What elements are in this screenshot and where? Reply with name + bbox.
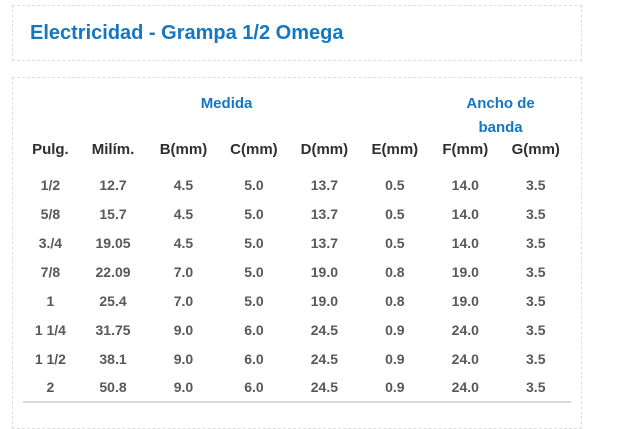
table-cell: 9.0 (173, 321, 194, 338)
table-cell: 12.7 (99, 176, 127, 193)
table-cell: 24.5 (310, 321, 338, 338)
column-header: Milím. (91, 141, 135, 158)
table-cell: 3.5 (526, 234, 546, 251)
column-header: F(mm) (442, 141, 489, 158)
table-cell: 24.5 (310, 350, 338, 367)
table-cell: 3.5 (526, 350, 546, 367)
table-cell: 9.0 (173, 350, 194, 367)
table-cell: 15.7 (99, 205, 127, 222)
table-row: 1/2 12.7 4.5 5.0 13.7 0.5 14.0 3.5 (23, 170, 571, 199)
table-cell: 5.0 (244, 263, 264, 280)
table-cell: 3.5 (526, 321, 546, 338)
table-row: 1 1/4 31.75 9.0 6.0 24.5 0.9 24.0 3.5 (23, 315, 571, 344)
table-cell: 9.0 (173, 379, 194, 395)
table-cell: 3.5 (526, 379, 546, 395)
table-cell: 0.9 (385, 321, 405, 338)
column-header: G(mm) (511, 141, 560, 158)
table-cell: 14.0 (451, 176, 479, 193)
column-header-row: Pulg. Milím. B(mm) C(mm) D(mm) E(mm) F(mm) G(mm… (23, 140, 571, 170)
table-cell: 0.5 (385, 176, 405, 193)
table-cell: 31.75 (95, 321, 131, 338)
table-cell: 1 1/2 (34, 350, 66, 367)
table-cell: 3.5 (526, 292, 546, 309)
column-header: C(mm) (230, 141, 278, 158)
table-cell: 24.0 (451, 321, 479, 338)
group-header-row: Medida Ancho de banda (23, 78, 571, 140)
table-cell: 19.05 (95, 234, 131, 251)
table-cell: 4.5 (173, 234, 194, 251)
table-cell: 19.0 (451, 292, 479, 309)
table-cell: 1/2 (40, 176, 61, 193)
spec-table-section: Medida Ancho de banda Pulg. Milím. B(mm) C(… (12, 77, 582, 429)
table-cell: 1 1/4 (34, 321, 66, 338)
table-cell: 7.0 (173, 292, 194, 309)
table-cell: 50.8 (99, 379, 127, 395)
table-cell: 7/8 (40, 263, 61, 280)
title-section: Electricidad - Grampa 1/2 Omega (12, 5, 582, 61)
table-cell: 5.0 (244, 176, 264, 193)
table-cell: 13.7 (310, 176, 338, 193)
table-row: 1 25.4 7.0 5.0 19.0 0.8 19.0 3.5 (23, 286, 571, 315)
table-cell: 4.5 (173, 205, 194, 222)
table-cell: 19.0 (451, 263, 479, 280)
table-cell: 14.0 (451, 205, 479, 222)
page: Electricidad - Grampa 1/2 Omega Medida A… (0, 5, 623, 429)
table-cell: 7.0 (173, 263, 194, 280)
table-cell: 0.8 (385, 292, 405, 309)
table-cell: 3.5 (526, 205, 546, 222)
table-cell: 19.0 (310, 263, 338, 280)
column-header: E(mm) (371, 141, 419, 158)
table-cell: 6.0 (244, 379, 264, 395)
table-cell: 25.4 (99, 292, 127, 309)
table-cell: 2 (46, 379, 55, 395)
page-title: Electricidad - Grampa 1/2 Omega (30, 22, 344, 44)
table-row: 3./4 19.05 4.5 5.0 13.7 0.5 14.0 3.5 (23, 228, 571, 257)
table-row: 7/8 22.09 7.0 5.0 19.0 0.8 19.0 3.5 (23, 257, 571, 286)
column-header: B(mm) (159, 141, 208, 158)
table-cell: 5.0 (244, 205, 264, 222)
group-header-label: Medida (200, 95, 253, 112)
table-cell: 24.5 (310, 379, 338, 395)
table-cell: 6.0 (244, 321, 264, 338)
group-header-medida: Medida (23, 78, 430, 140)
group-header-label: Ancho de banda (466, 95, 535, 136)
table-cell: 13.7 (310, 234, 338, 251)
table-cell: 19.0 (310, 292, 338, 309)
table-row: 1 1/2 38.1 9.0 6.0 24.5 0.9 24.0 3.5 (23, 344, 571, 373)
table-row: 2 50.8 9.0 6.0 24.5 0.9 24.0 3.5 (23, 373, 571, 402)
table-body: 1/2 12.7 4.5 5.0 13.7 0.5 14.0 3.5 5/8 15.7 4.5 5.0… (23, 170, 571, 402)
table-cell: 0.9 (385, 350, 405, 367)
table-cell: 6.0 (244, 350, 264, 367)
spec-table: Medida Ancho de banda Pulg. Milím. B(mm) C(… (23, 78, 571, 403)
table-cell: 5/8 (40, 205, 61, 222)
table-cell: 13.7 (310, 205, 338, 222)
table-cell: 5.0 (244, 292, 264, 309)
table-cell: 0.8 (385, 263, 405, 280)
table-cell: 0.9 (385, 379, 405, 395)
table-cell: 3./4 (38, 234, 63, 251)
group-header-ancho-de-banda: Ancho de banda (430, 78, 571, 140)
table-cell: 14.0 (451, 234, 479, 251)
table-cell: 1 (46, 292, 55, 309)
column-header: Pulg. (32, 141, 69, 158)
table-cell: 24.0 (451, 350, 479, 367)
table-cell: 0.5 (385, 205, 405, 222)
table-cell: 5.0 (244, 234, 264, 251)
table-cell: 4.5 (173, 176, 194, 193)
table-cell: 0.5 (385, 234, 405, 251)
table-cell: 38.1 (99, 350, 127, 367)
column-header: D(mm) (300, 141, 349, 158)
table-cell: 3.5 (526, 176, 546, 193)
table-row: 5/8 15.7 4.5 5.0 13.7 0.5 14.0 3.5 (23, 199, 571, 228)
table-cell: 22.09 (95, 263, 131, 280)
table-cell: 3.5 (526, 263, 546, 280)
table-cell: 24.0 (451, 379, 479, 395)
